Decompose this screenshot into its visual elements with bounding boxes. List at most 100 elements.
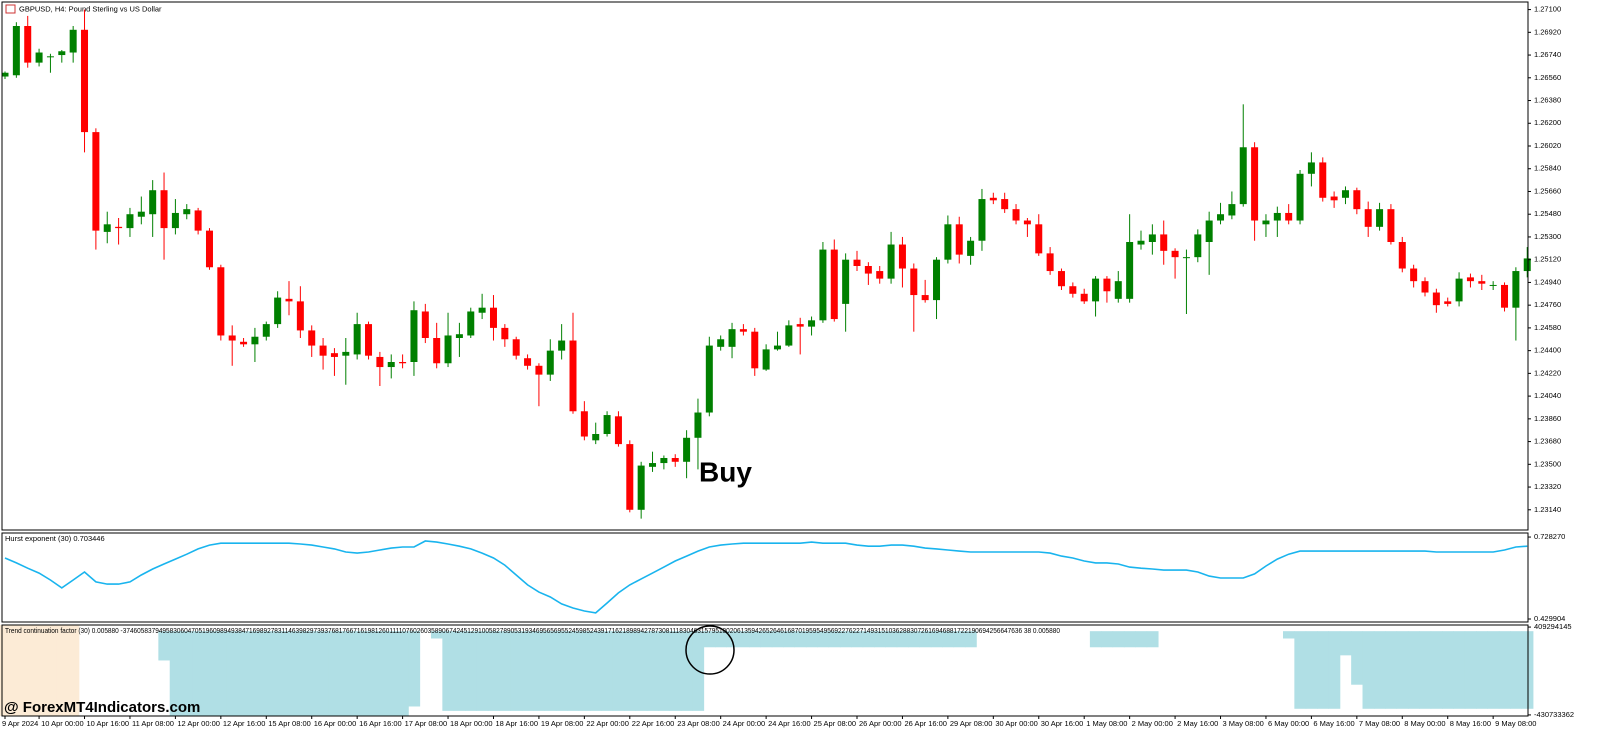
tcf-area (567, 631, 580, 711)
candle-body (1523, 258, 1531, 272)
candle-body (853, 259, 861, 266)
tcf-area (885, 631, 898, 648)
candle-body (285, 298, 293, 302)
candle-body (58, 51, 66, 56)
candle-body (410, 310, 418, 362)
candle-body (1023, 220, 1031, 225)
tcf-area (33, 625, 46, 716)
candle-body (762, 349, 770, 370)
x-tick-label: 10 Apr 16:00 (87, 719, 130, 728)
candle-body (864, 266, 872, 274)
y-tick-label: 1.25480 (1534, 209, 1561, 218)
candle-body (1330, 196, 1338, 201)
candle-body (171, 212, 179, 229)
candle-body (1103, 278, 1111, 292)
tcf-area (612, 631, 625, 711)
candle-body (126, 214, 134, 229)
tcf-area (521, 631, 534, 711)
y-tick-label: 0.728270 (1534, 532, 1565, 541)
candle-body (1410, 268, 1418, 282)
candle-body (12, 26, 20, 76)
candle-body (1444, 301, 1452, 304)
candle-body (603, 415, 611, 434)
y-tick-label: 1.23320 (1534, 482, 1561, 491)
x-tick-label: 10 Apr 00:00 (41, 719, 84, 728)
candle-body (819, 249, 827, 321)
hurst-line (4, 540, 1528, 614)
y-tick-label: 409294145 (1534, 622, 1572, 631)
candle-body (69, 29, 77, 53)
tcf-area (1498, 631, 1511, 709)
candle-body (1296, 173, 1304, 221)
candle-body (580, 411, 588, 437)
tcf-area (794, 631, 807, 648)
x-tick-label: 26 Apr 00:00 (859, 719, 902, 728)
tcf-area (533, 631, 546, 711)
candle-body (1114, 281, 1122, 299)
candle-body (1239, 147, 1247, 205)
tcf-area (544, 631, 557, 711)
candle-body (455, 334, 463, 338)
y-tick-label: 1.25120 (1534, 255, 1561, 264)
tcf-area (908, 631, 920, 648)
tcf-area (646, 631, 659, 711)
candle-body (592, 434, 600, 441)
tcf-area (56, 625, 68, 716)
candle-body (205, 230, 213, 268)
candle-body (262, 324, 270, 337)
candle-body (330, 353, 338, 357)
tcf-area (499, 631, 512, 711)
tcf-area (271, 631, 284, 716)
candle-body (569, 340, 577, 412)
candle-body (649, 463, 657, 467)
y-tick-label: 1.25660 (1534, 186, 1561, 195)
candle-body (830, 249, 838, 320)
x-tick-label: 12 Apr 16:00 (223, 719, 266, 728)
tcf-area (783, 631, 796, 648)
tcf-area (578, 631, 591, 711)
tcf-area (169, 631, 182, 716)
tcf-area (1453, 631, 1466, 709)
tcf-area (703, 631, 716, 648)
y-tick-label: 1.23680 (1534, 437, 1561, 446)
x-tick-label: 22 Apr 16:00 (632, 719, 675, 728)
candle-body (1194, 234, 1202, 258)
x-tick-label: 9 May 08:00 (1495, 719, 1536, 728)
candle-body (319, 345, 327, 356)
candle-body (876, 271, 884, 279)
tcf-area (1419, 631, 1432, 709)
candle-body (149, 190, 157, 215)
tcf-area (953, 631, 966, 648)
tcf-area (817, 631, 830, 648)
x-tick-label: 24 Apr 16:00 (768, 719, 811, 728)
candle-body (1376, 209, 1384, 227)
candle-body (81, 29, 89, 133)
tcf-area (1510, 631, 1523, 709)
x-tick-label: 24 Apr 00:00 (723, 719, 766, 728)
tcf-area (181, 631, 193, 716)
candle-body (274, 297, 282, 325)
candle-body (751, 331, 759, 369)
y-tick-label: 1.23860 (1534, 414, 1561, 423)
candle-body (24, 26, 32, 63)
candle-body (433, 338, 441, 364)
tcf-area (1464, 631, 1477, 709)
candle-body (1251, 147, 1259, 221)
candle-body (910, 268, 918, 296)
candle-body (887, 244, 895, 279)
tcf-area (396, 631, 409, 716)
y-tick-label: 1.24400 (1534, 346, 1561, 355)
candle-body (1489, 284, 1497, 286)
tcf-area (44, 625, 57, 716)
tcf-area (226, 631, 239, 716)
tcf-area (203, 631, 216, 716)
candle-body (444, 335, 452, 364)
candle-body (1228, 204, 1236, 216)
tcf-area (1407, 631, 1420, 709)
candle-body (376, 356, 384, 368)
candle-body (217, 267, 225, 336)
candle-body (739, 329, 747, 332)
tcf-area (1123, 631, 1136, 648)
x-tick-label: 23 Apr 08:00 (677, 719, 720, 728)
candle-body (1341, 190, 1349, 198)
